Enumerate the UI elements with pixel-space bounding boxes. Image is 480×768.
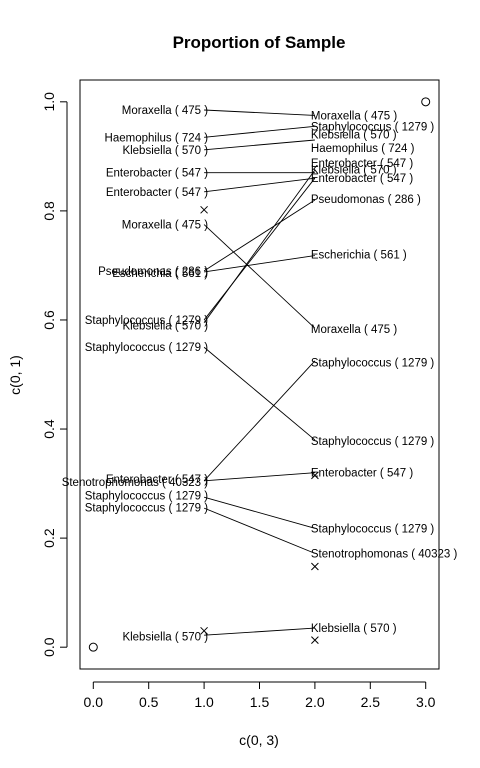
x-axis-title: c(0, 3) — [239, 732, 279, 748]
point-label: Stenotrophomonas ( 40323 ) — [62, 477, 209, 489]
plot-frame — [79, 79, 440, 670]
point-label: Staphylococcus ( 1279 ) — [311, 436, 435, 448]
point-label: Staphylococcus ( 1279 ) — [311, 121, 435, 133]
connection-line — [204, 177, 315, 193]
x-tick-label: 1.5 — [250, 694, 270, 710]
connection-line — [203, 507, 316, 554]
point-label: Pseudomonas ( 286 ) — [311, 194, 421, 206]
x-tick-label: 2.0 — [305, 694, 325, 710]
connection-line — [203, 360, 316, 482]
y-tick-label: 0.2 — [41, 528, 57, 548]
point-label: Klebsiella ( 570 ) — [122, 320, 208, 332]
point-label: Enterobacter ( 547 ) — [106, 474, 208, 486]
point-label: Staphylococcus ( 1279 ) — [85, 342, 209, 354]
point-label: Klebsiella ( 570 ) — [311, 623, 397, 635]
y-tick-label: 1.0 — [41, 92, 57, 112]
point-label: Staphylococcus ( 1279 ) — [311, 358, 435, 370]
connection-line — [203, 496, 316, 529]
point-label: Klebsiella ( 570 ) — [122, 145, 208, 157]
x-tick-label: 1.0 — [194, 694, 214, 710]
point-label: Staphylococcus ( 1279 ) — [311, 523, 435, 535]
corner-point — [88, 642, 98, 652]
x-tick-label: 3.0 — [416, 694, 436, 710]
cross-point — [311, 471, 319, 480]
chart-title: Proportion of Sample — [173, 33, 346, 52]
cross-point — [200, 205, 208, 214]
connection-line — [203, 224, 316, 329]
y-axis-title: c(0, 1) — [7, 355, 23, 395]
connection-line — [204, 139, 315, 151]
x-tick-label: 0.0 — [84, 694, 104, 710]
point-label: Enterobacter ( 547 ) — [311, 158, 413, 170]
corner-point — [421, 97, 431, 107]
connection-line — [204, 109, 315, 116]
x-tick-label: 0.5 — [139, 694, 159, 710]
connection-line — [203, 199, 316, 272]
point-label: Escherichia ( 561 ) — [311, 250, 407, 262]
point-label: Enterobacter ( 547 ) — [311, 173, 413, 185]
point-label: Moraxella ( 475 ) — [122, 220, 208, 232]
y-tick-label: 0.0 — [41, 637, 57, 657]
connection-line — [204, 125, 315, 138]
point-label: Staphylococcus ( 1279 ) — [85, 491, 209, 503]
y-tick-label: 0.8 — [41, 201, 57, 221]
y-tick-label: 0.4 — [41, 419, 57, 439]
point-label: Klebsiella ( 570 ) — [122, 631, 208, 643]
point-label: Stenotrophomonas ( 40323 ) — [311, 548, 458, 560]
x-tick-label: 2.5 — [361, 694, 381, 710]
point-label: Escherichia ( 561 ) — [112, 268, 208, 280]
axes: 0.0 0.5 1.0 1.5 2.0 2.5 3.0 0.0 0.2 0.4 0.6 0.8 1.0 — [41, 79, 440, 710]
cross-point — [311, 562, 319, 571]
cross-point — [311, 636, 319, 644]
point-label: Klebsiella ( 570 ) — [311, 164, 397, 176]
point-label: Haemophilus ( 724 ) — [311, 143, 415, 155]
connection-line — [204, 627, 315, 636]
point-label: Pseudomonas ( 286 ) — [98, 266, 208, 278]
connection-line — [204, 255, 315, 273]
connection-line — [203, 177, 316, 321]
point-label: Enterobacter ( 547 ) — [106, 168, 208, 180]
cross-point — [200, 626, 208, 635]
connection-line — [204, 472, 315, 482]
plot-area: Moraxella ( 475 )Haemophilus ( 724 )Kleb… — [62, 97, 458, 652]
point-label: Enterobacter ( 547 ) — [106, 187, 208, 199]
point-label: Moraxella ( 475 ) — [122, 105, 208, 117]
point-label: Staphylococcus ( 1279 ) — [85, 503, 209, 515]
point-label: Klebsiella ( 570 ) — [311, 130, 397, 142]
y-tick-label: 0.6 — [41, 310, 57, 330]
point-label: Enterobacter ( 547 ) — [311, 468, 413, 480]
point-label: Haemophilus ( 724 ) — [105, 132, 209, 144]
point-label: Moraxella ( 475 ) — [311, 110, 397, 122]
point-label: Staphylococcus ( 1279 ) — [85, 315, 209, 327]
connection-line — [203, 169, 316, 323]
point-label: Moraxella ( 475 ) — [311, 324, 397, 336]
connection-line — [203, 346, 316, 441]
